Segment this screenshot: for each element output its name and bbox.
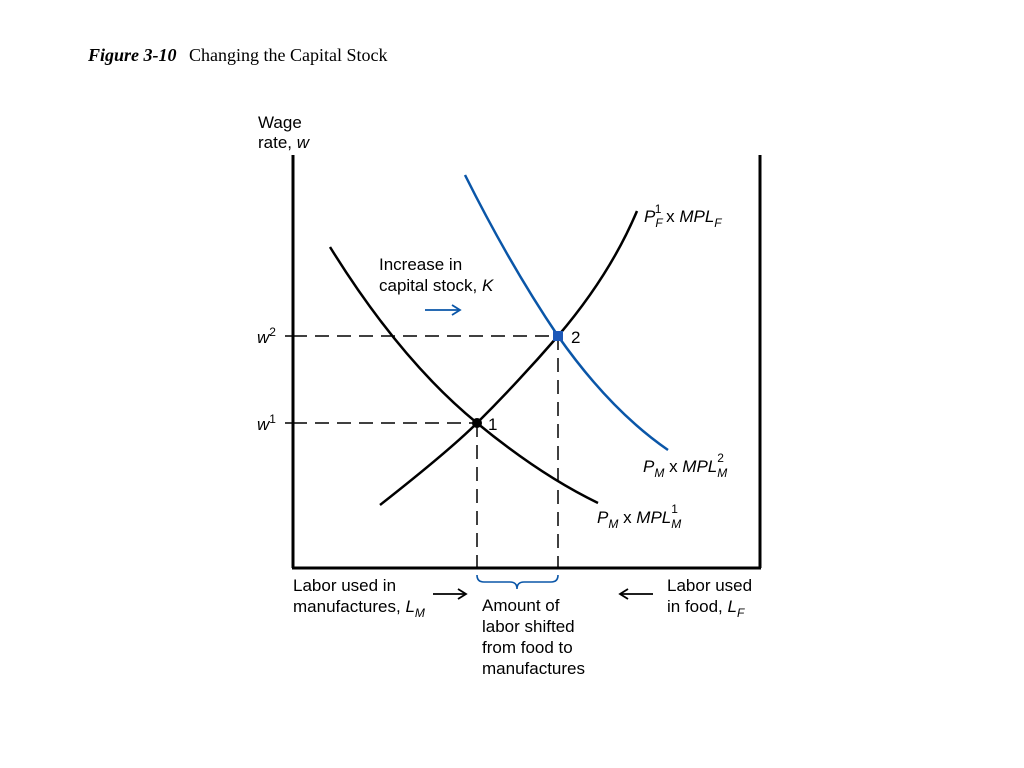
point-1-label: 1 xyxy=(488,415,497,434)
point-2-label: 2 xyxy=(571,328,580,347)
labor-manufactures-label: Labor used in manufactures, LM xyxy=(293,576,425,620)
labor-food-arrow xyxy=(618,588,653,600)
y-axis-label: Wage rate, w xyxy=(258,113,311,152)
food-curve-label: PF1 x MPLF xyxy=(644,202,722,230)
figure-number: Figure 3-10 xyxy=(88,45,177,65)
labor-manufactures-arrow xyxy=(433,588,468,600)
w1-label: w1 xyxy=(257,412,276,434)
w2-label: w2 xyxy=(257,325,276,347)
capital-increase-label: Increase in capital stock, K xyxy=(379,255,494,295)
mfg-curve-2 xyxy=(463,174,669,452)
capital-increase-arrow xyxy=(425,304,462,316)
mfg-curve-2-label: PM x MPLM2 xyxy=(643,451,727,480)
shift-brace xyxy=(476,574,559,590)
figure-title: Changing the Capital Stock xyxy=(189,45,388,65)
equilibrium-point-2 xyxy=(553,331,563,341)
mfg-curve-1 xyxy=(328,246,599,505)
labor-shift-label: Amount of labor shifted from food to man… xyxy=(482,596,585,678)
mfg-curve-1-label: PM x MPLM1 xyxy=(597,502,681,531)
food-curve xyxy=(379,210,639,506)
figure-caption: Figure 3-10 Changing the Capital Stock xyxy=(88,45,388,66)
labor-food-label: Labor used in food, LF xyxy=(667,576,757,620)
equilibrium-point-1 xyxy=(472,418,482,428)
